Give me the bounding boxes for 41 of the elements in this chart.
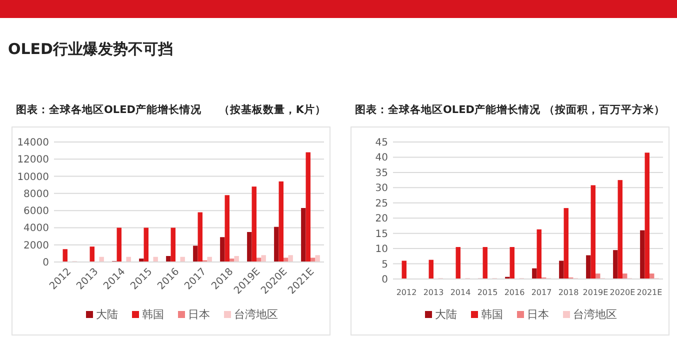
legend-label: 韩国	[142, 308, 164, 321]
y-tick-label: 5	[382, 259, 388, 270]
x-tick-label: 2016	[504, 288, 525, 297]
x-tick-label: 2012	[396, 288, 417, 297]
legend-label: 大陆	[96, 308, 118, 321]
y-tick-label: 10	[375, 244, 388, 256]
y-tick-label: 14000	[17, 138, 49, 148]
x-tick-label: 2019E	[582, 288, 608, 297]
legend-label: 大陆	[435, 308, 457, 321]
y-tick-label: 2000	[24, 240, 49, 252]
y-tick-label: 8000	[24, 188, 49, 200]
y-tick-label: 25	[375, 198, 388, 210]
chart-subtitle: （按基板数量，K片）	[218, 103, 326, 116]
y-tick-label: 4000	[24, 223, 49, 234]
x-tick-label: 2017	[531, 288, 552, 297]
x-tick-label: 2014	[450, 288, 471, 297]
y-tick-label: 30	[375, 183, 388, 194]
legend-label: 日本	[527, 308, 549, 321]
x-tick-label: 2021E	[636, 288, 662, 297]
y-tick-label: 12000	[17, 154, 49, 166]
chart-title: 图表：全球各地区OLED产能增长情况	[16, 103, 203, 116]
text: OLED行业爆发势不可挡	[8, 40, 174, 58]
legend-label: 台湾地区	[234, 308, 278, 321]
legend-label: 韩国	[481, 308, 503, 321]
y-tick-label: 0	[42, 258, 49, 268]
chart-subtitle: （按面积，百万平方米）	[544, 103, 665, 116]
y-tick-label: 45	[375, 138, 388, 148]
x-tick-label: 2015	[477, 288, 498, 297]
legend-label: 台湾地区	[573, 308, 617, 321]
x-tick-label: 2020E	[610, 288, 636, 297]
y-tick-label: 35	[375, 168, 388, 179]
y-tick-label: 40	[375, 152, 388, 164]
legend-label: 日本	[188, 308, 210, 321]
y-tick-label: 10000	[17, 172, 49, 183]
y-tick-label: 20	[375, 214, 388, 225]
chart-title: 图表：全球各地区OLED产能增长情况	[355, 103, 542, 116]
y-tick-label: 6000	[24, 206, 49, 218]
x-tick-label: 2013	[423, 288, 444, 297]
x-tick-label: 2018	[558, 288, 579, 297]
y-tick-label: 0	[382, 274, 388, 286]
y-tick-label: 15	[375, 228, 388, 240]
